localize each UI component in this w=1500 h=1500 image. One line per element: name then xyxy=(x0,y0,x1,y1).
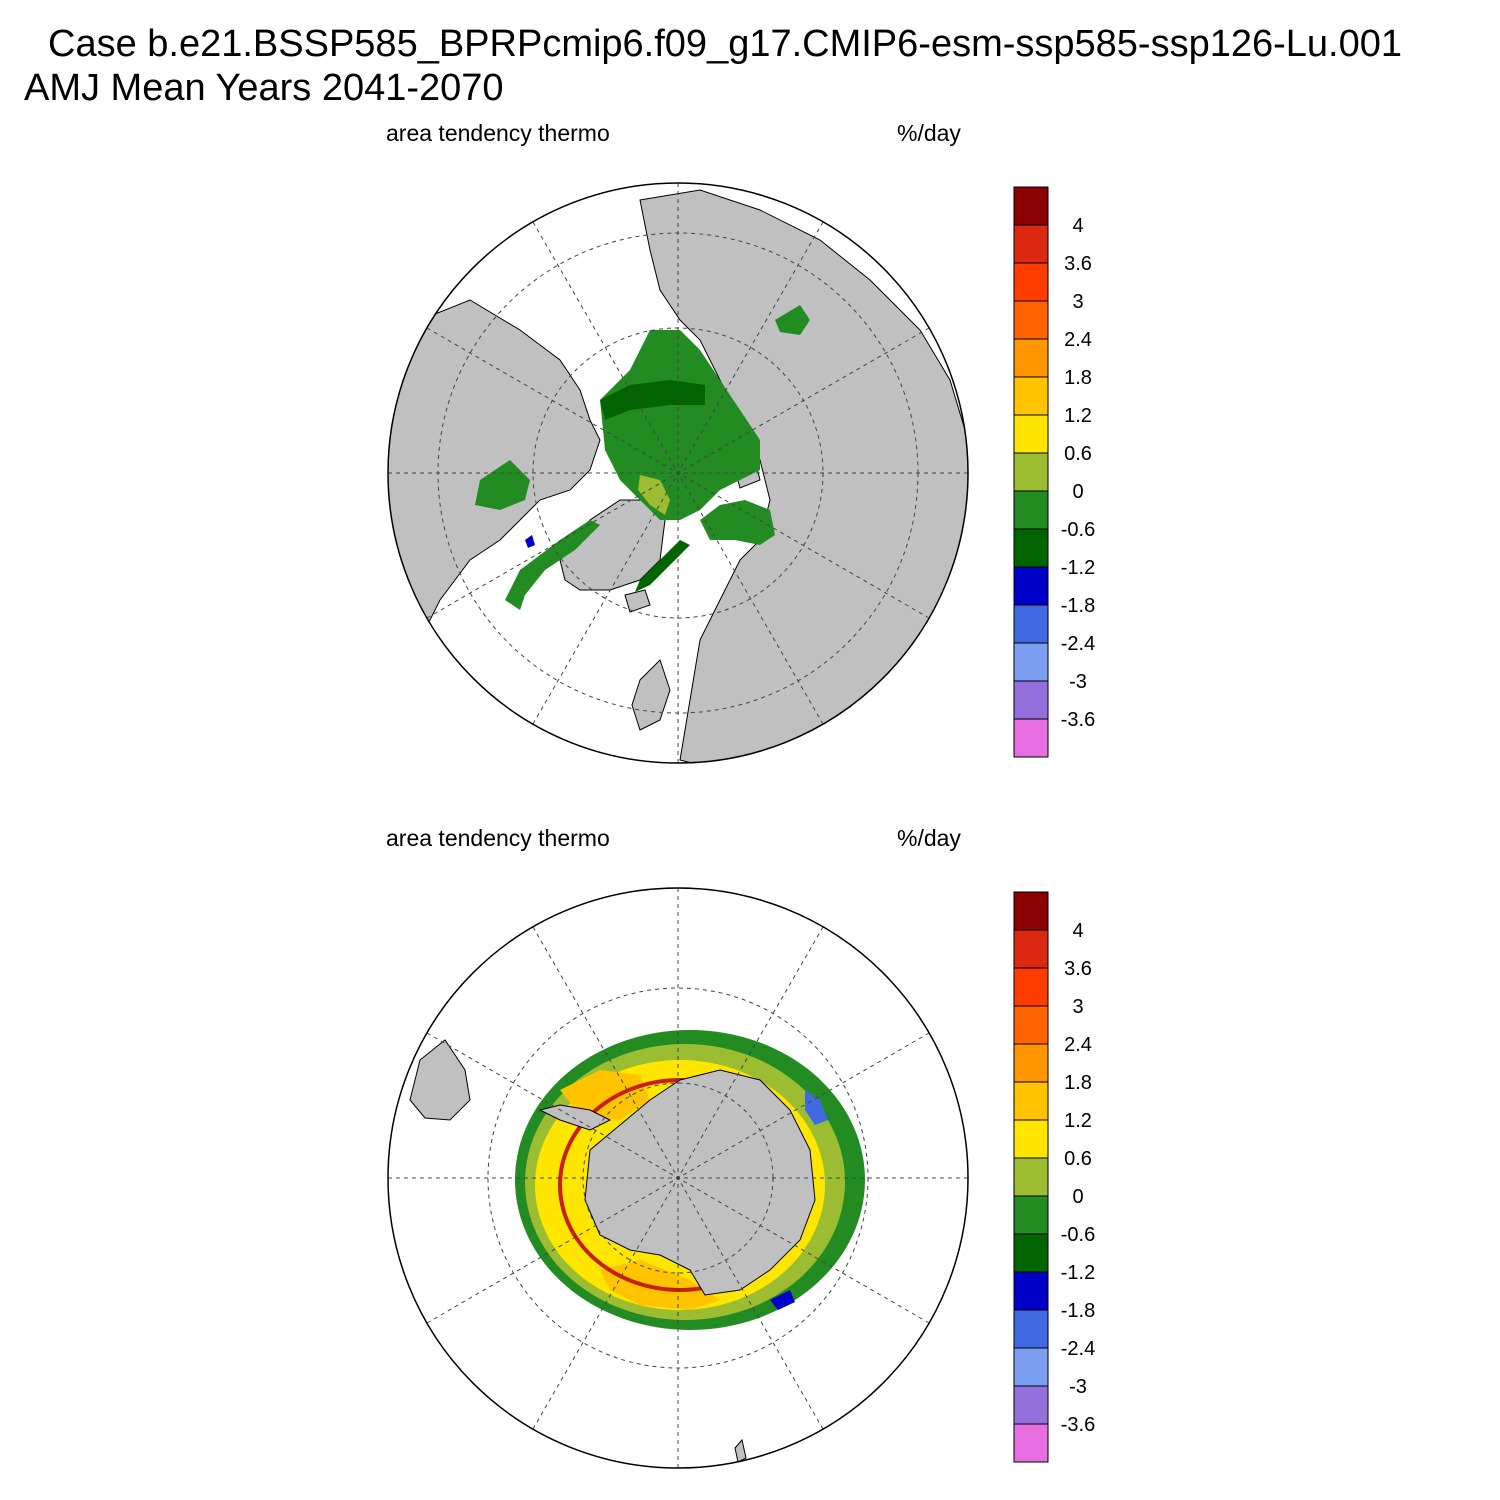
east-greenland-ice xyxy=(635,540,690,592)
north-colorbar-box xyxy=(1013,376,1049,416)
north-colorbar-box xyxy=(1013,300,1049,340)
north-colorbar-box xyxy=(1013,528,1049,568)
south-colorbar-label: -3.6 xyxy=(1061,1414,1095,1436)
south-colorbar-label: 3 xyxy=(1072,996,1083,1018)
ross-sea-blue xyxy=(770,1290,795,1310)
south-colorbar-label: -2.4 xyxy=(1061,1338,1095,1360)
south-colorbar-box xyxy=(1013,967,1049,1007)
north-colorbar-label: -0.6 xyxy=(1061,519,1095,541)
north-colorbar-label: 0.6 xyxy=(1064,443,1092,465)
south-america xyxy=(409,1039,471,1121)
ross-gold xyxy=(600,1260,720,1310)
north-polar-map xyxy=(388,183,968,763)
south-colorbar-box xyxy=(1013,1347,1049,1387)
barents-ice xyxy=(700,500,775,545)
weddell-gold xyxy=(560,1070,650,1120)
south-colorbar-box xyxy=(1013,1309,1049,1349)
south-colorbar-label: 1.8 xyxy=(1064,1072,1092,1094)
north-graticule xyxy=(388,183,968,763)
north-map-border xyxy=(387,182,969,764)
ice-edge-light xyxy=(638,475,670,515)
north-colorbar-label: 1.2 xyxy=(1064,405,1092,427)
north-colorbar-label: 3 xyxy=(1072,291,1083,313)
south-colorbar-box xyxy=(1013,1423,1049,1463)
south-colorbar-box xyxy=(1013,1081,1049,1121)
labrador-ice xyxy=(505,520,600,610)
north-colorbar-label: -1.8 xyxy=(1061,595,1095,617)
south-panel-left-label: area tendency thermo xyxy=(386,825,610,851)
antarctic-peninsula xyxy=(538,1104,612,1131)
north-colorbar-box xyxy=(1013,262,1049,302)
north-colorbar-label: -2.4 xyxy=(1061,633,1095,655)
bering-ice xyxy=(775,305,810,335)
south-colorbar-label: 0.6 xyxy=(1064,1148,1092,1170)
south-colorbar-box xyxy=(1013,1233,1049,1273)
south-colorbar-label: -1.8 xyxy=(1061,1300,1095,1322)
arctic-ice-dark xyxy=(600,380,705,420)
south-colorbar-label: 2.4 xyxy=(1064,1034,1092,1056)
south-colorbar-label: 3.6 xyxy=(1064,958,1092,980)
south-colorbar-box xyxy=(1013,1157,1049,1197)
north-colorbar-label: 2.4 xyxy=(1064,329,1092,351)
north-panel-left-label: area tendency thermo xyxy=(386,120,610,146)
north-colorbar-box xyxy=(1013,604,1049,644)
south-colorbar-box xyxy=(1013,1119,1049,1159)
north-colorbar-box xyxy=(1013,680,1049,720)
north-colorbar-box xyxy=(1013,718,1049,758)
north-colorbar-box xyxy=(1013,452,1049,492)
south-colorbar-box xyxy=(1013,891,1049,931)
south-map-border xyxy=(387,887,969,1469)
north-colorbar-box xyxy=(1013,642,1049,682)
south-colorbar-label: -1.2 xyxy=(1061,1262,1095,1284)
south-graticule xyxy=(388,888,968,1468)
case-title: Case b.e21.BSSP585_BPRPcmip6.f09_g17.CMI… xyxy=(48,23,1402,65)
north-colorbar-label: 3.6 xyxy=(1064,253,1092,275)
north-colorbar-label: -3.6 xyxy=(1061,709,1095,731)
south-colorbar-box xyxy=(1013,1195,1049,1235)
south-colorbar-label: -0.6 xyxy=(1061,1224,1095,1246)
north-colorbar-box xyxy=(1013,414,1049,454)
south-colorbar-label: 4 xyxy=(1072,920,1083,942)
south-colorbar-box xyxy=(1013,1271,1049,1311)
north-colorbar-label: 1.8 xyxy=(1064,367,1092,389)
east-antarctic-blue xyxy=(805,1090,828,1125)
south-colorbar-label: 1.2 xyxy=(1064,1110,1092,1132)
north-colorbar-box xyxy=(1013,186,1049,226)
north-panel-units-label: %/day xyxy=(897,120,961,146)
baffin-blue-spot xyxy=(525,535,535,548)
south-colorbar-box xyxy=(1013,1005,1049,1045)
north-land xyxy=(388,189,968,763)
africa-tip xyxy=(734,1438,747,1463)
north-colorbar-box xyxy=(1013,338,1049,378)
north-colorbar: 4 3.6 3 2.4 1.8 1.2 0.6 0 -0.6 -1.2 -1.8 -2.4 -3 -3.6 xyxy=(1013,186,1095,758)
north-colorbar-box xyxy=(1013,566,1049,606)
south-colorbar-label: -3 xyxy=(1069,1376,1087,1398)
north-colorbar-box xyxy=(1013,224,1049,264)
period-subtitle: AMJ Mean Years 2041-2070 xyxy=(24,67,504,109)
south-colorbar-box xyxy=(1013,929,1049,969)
south-polar-map xyxy=(388,888,968,1468)
south-colorbar-box xyxy=(1013,1043,1049,1083)
south-colorbar-box xyxy=(1013,1385,1049,1425)
north-colorbar-box xyxy=(1013,490,1049,530)
north-colorbar-label: 0 xyxy=(1072,481,1083,503)
north-colorbar-label: -1.2 xyxy=(1061,557,1095,579)
south-panel-units-label: %/day xyxy=(897,825,961,851)
south-colorbar: 4 3.6 3 2.4 1.8 1.2 0.6 0 -0.6 -1.2 -1.8 -2.4 -3 -3.6 xyxy=(1013,891,1095,1463)
north-colorbar-label: 4 xyxy=(1072,215,1083,237)
south-colorbar-label: 0 xyxy=(1072,1186,1083,1208)
north-colorbar-label: -3 xyxy=(1069,671,1087,693)
